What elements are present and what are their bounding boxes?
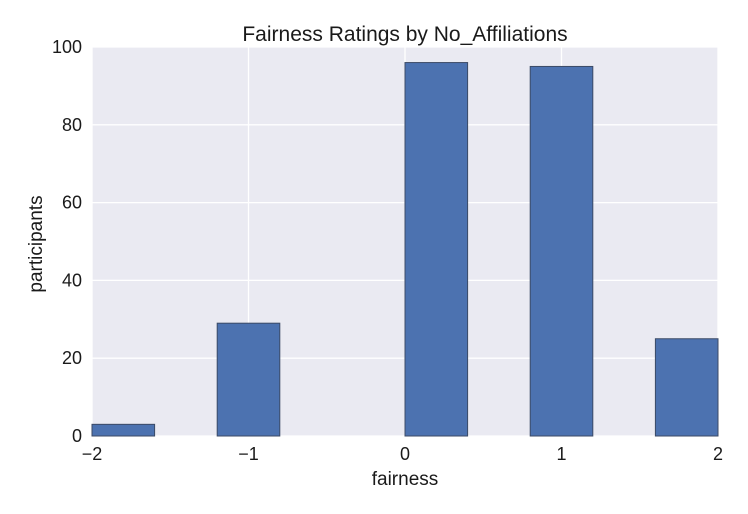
y-tick-label: 0: [72, 426, 82, 446]
y-axis-label: participants: [26, 195, 47, 292]
y-axis-ticks: 0 20 40 60 80 100: [52, 37, 82, 446]
y-tick-label: 20: [62, 348, 82, 368]
bar-2: [404, 62, 469, 437]
bar-4: [654, 338, 719, 437]
bar-0: [91, 423, 156, 437]
x-axis-label: fairness: [372, 469, 439, 490]
x-axis-ticks: −2 −1 0 1 2: [82, 444, 723, 464]
y-tick-label: 40: [62, 270, 82, 290]
y-tick-label: 80: [62, 115, 82, 135]
bars: [91, 62, 719, 437]
x-tick-label: −1: [238, 444, 259, 464]
x-tick-label: 2: [713, 444, 723, 464]
x-tick-label: −2: [82, 444, 103, 464]
bar-3: [529, 65, 594, 437]
x-tick-label: 1: [556, 444, 566, 464]
x-tick-label: 0: [400, 444, 410, 464]
chart-title: Fairness Ratings by No_Affiliations: [242, 23, 567, 46]
y-tick-label: 100: [52, 37, 82, 57]
bar-1: [216, 322, 281, 437]
y-tick-label: 60: [62, 193, 82, 213]
